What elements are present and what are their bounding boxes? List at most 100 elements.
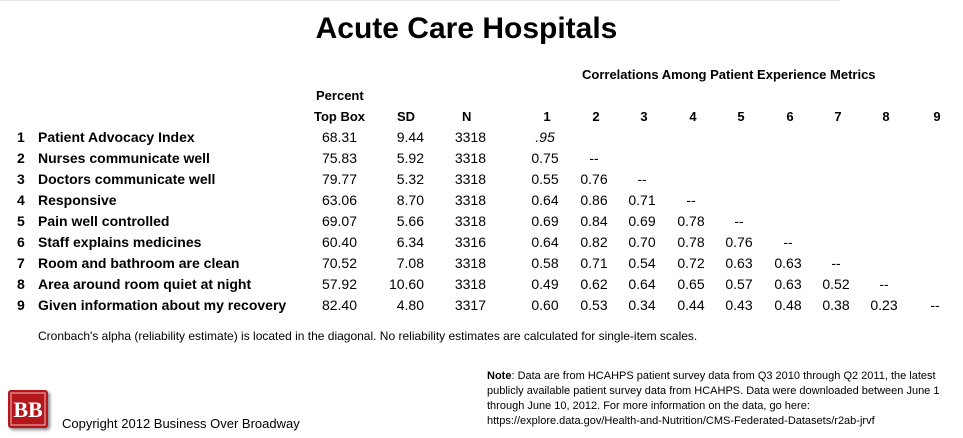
corr-cell-3: 0.54 [628, 255, 656, 271]
corr-cell-9: -- [930, 297, 940, 313]
row-number: 5 [17, 213, 25, 229]
metric-label: Staff explains medicines [38, 234, 202, 250]
corr-cell-1: 0.55 [531, 171, 559, 187]
metric-label: Pain well controlled [38, 213, 170, 229]
sd-value: 6.34 [396, 234, 424, 250]
data-source-note: Note: Data are from HCAHPS patient surve… [487, 369, 957, 429]
percent-top-box: 75.83 [321, 150, 357, 166]
corr-col-header-6: 6 [786, 109, 794, 124]
percent-top-box: 57.92 [321, 276, 357, 292]
corr-cell-2: 0.84 [580, 213, 608, 229]
header-percent-line2: Top Box [314, 109, 366, 124]
corr-col-header-7: 7 [834, 109, 842, 124]
table-row: 6 Staff explains medicines 60.40 6.34 3316 0.… [0, 232, 963, 253]
copyright-text: Copyright 2012 Business Over Broadway [62, 416, 300, 431]
row-number: 9 [17, 297, 25, 313]
top-divider [0, 0, 840, 1]
table-row: 4 Responsive 63.06 8.70 3318 0.64 0.86 0.71 -- [0, 190, 963, 211]
corr-cell-5: 0.63 [725, 255, 753, 271]
corr-cell-5: -- [734, 213, 744, 229]
corr-cell-2: 0.86 [580, 192, 608, 208]
corr-col-header-2: 2 [592, 109, 600, 124]
corr-col-header-4: 4 [689, 109, 697, 124]
metric-label: Responsive [38, 192, 117, 208]
metric-label: Area around room quiet at night [38, 276, 252, 292]
corr-cell-1: 0.69 [531, 213, 559, 229]
percent-top-box: 70.52 [321, 255, 357, 271]
percent-top-box: 82.40 [321, 297, 357, 313]
corr-cell-2: 0.82 [580, 234, 608, 250]
corr-cell-1: 0.60 [531, 297, 559, 313]
corr-cell-1: 0.64 [531, 234, 559, 250]
corr-cell-5: 0.76 [725, 234, 753, 250]
percent-top-box: 60.40 [321, 234, 357, 250]
n-value: 3316 [454, 234, 486, 250]
corr-cell-2: 0.53 [580, 297, 608, 313]
header-sd: SD [397, 109, 416, 124]
business-over-broadway-logo: BB [8, 390, 48, 428]
n-value: 3318 [454, 276, 486, 292]
corr-cell-7: -- [831, 255, 841, 271]
corr-cell-4: 0.65 [677, 276, 705, 292]
corr-cell-1: 0.49 [531, 276, 559, 292]
table-row: 3 Doctors communicate well 79.77 5.32 3318 0.… [0, 169, 963, 190]
corr-cell-7: 0.52 [822, 276, 850, 292]
metric-label: Room and bathroom are clean [38, 255, 240, 271]
percent-top-box: 79.77 [321, 171, 357, 187]
corr-col-header-3: 3 [640, 109, 648, 124]
corr-cell-8: 0.23 [870, 297, 898, 313]
sd-value: 5.32 [396, 171, 424, 187]
corr-cell-3: 0.34 [628, 297, 656, 313]
table-row: 1 Patient Advocacy Index 68.31 9.44 3318 .95 [0, 127, 963, 148]
corr-cell-6: 0.63 [774, 255, 802, 271]
corr-cell-2: 0.71 [580, 255, 608, 271]
n-value: 3317 [454, 297, 486, 313]
row-number: 7 [17, 255, 25, 271]
n-value: 3318 [454, 129, 486, 145]
row-number: 1 [17, 129, 25, 145]
corr-col-header-9: 9 [933, 109, 941, 124]
header-percent-line1: Percent [316, 88, 364, 103]
corr-cell-1: .95 [535, 129, 555, 145]
header-n: N [462, 109, 472, 124]
reliability-footnote: Cronbach's alpha (reliability estimate) … [38, 329, 698, 343]
table-row: 8 Area around room quiet at night 57.92 10.… [0, 274, 963, 295]
corr-cell-3: 0.69 [628, 213, 656, 229]
sd-value: 5.92 [396, 150, 424, 166]
percent-top-box: 69.07 [321, 213, 357, 229]
table-row: 9 Given information about my recovery 82.4… [0, 295, 963, 316]
n-value: 3318 [454, 192, 486, 208]
sd-value: 10.60 [388, 276, 424, 292]
corr-cell-2: -- [589, 150, 599, 166]
corr-cell-1: 0.75 [531, 150, 559, 166]
row-number: 4 [17, 192, 25, 208]
corr-cell-4: -- [686, 192, 696, 208]
corr-col-header-8: 8 [882, 109, 890, 124]
corr-cell-5: 0.43 [725, 297, 753, 313]
table-row: 2 Nurses communicate well 75.83 5.92 3318 0.7… [0, 148, 963, 169]
percent-top-box: 68.31 [321, 129, 357, 145]
metric-label: Patient Advocacy Index [38, 129, 195, 145]
corr-cell-5: 0.57 [725, 276, 753, 292]
corr-cell-2: 0.76 [580, 171, 608, 187]
row-number: 2 [17, 150, 25, 166]
metric-label: Nurses communicate well [38, 150, 210, 166]
sd-value: 4.80 [396, 297, 424, 313]
logo-lettering: BB [13, 397, 43, 422]
sd-value: 9.44 [396, 129, 424, 145]
row-number: 3 [17, 171, 25, 187]
table-row: 5 Pain well controlled 69.07 5.66 3318 0.69 0.… [0, 211, 963, 232]
corr-cell-6: 0.48 [774, 297, 802, 313]
corr-cell-3: 0.64 [628, 276, 656, 292]
corr-cell-6: -- [783, 234, 793, 250]
corr-col-header-1: 1 [543, 109, 551, 124]
sd-value: 8.70 [396, 192, 424, 208]
corr-cell-2: 0.62 [580, 276, 608, 292]
metric-label: Doctors communicate well [38, 171, 216, 187]
note-label: Note [487, 370, 512, 382]
row-number: 8 [17, 276, 25, 292]
sd-value: 7.08 [396, 255, 424, 271]
note-text: : Data are from HCAHPS patient survey da… [487, 370, 940, 427]
corr-col-header-5: 5 [737, 109, 745, 124]
corr-cell-1: 0.58 [531, 255, 559, 271]
